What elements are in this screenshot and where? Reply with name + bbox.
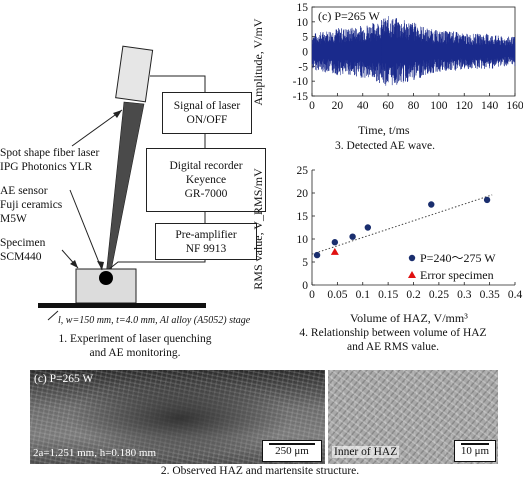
figure3-caption: 3. Detected AE wave. <box>335 140 435 152</box>
ae-sensor-label-line3: M5W <box>0 213 27 225</box>
legend-label-error: Error specimen <box>420 268 494 282</box>
figure4-caption-line2: and AE RMS value. <box>347 341 439 353</box>
stage-plate <box>38 303 206 308</box>
box-preamp-line2: NF 9913 <box>185 242 227 255</box>
laser-beam <box>105 101 145 277</box>
laser-head <box>115 45 154 103</box>
haz-panel-title: (c) P=265 W <box>34 373 94 385</box>
martensite-scale-label: 10 μm <box>460 445 490 457</box>
figure1-caption: 1. Experiment of laser quenching and AE … <box>10 332 260 360</box>
figure1-caption-line2: and AE monitoring. <box>89 347 181 359</box>
arrow-laser <box>71 109 123 147</box>
ae-sensor-label-line1: AE sensor <box>0 185 48 197</box>
ae-sensor <box>99 271 113 285</box>
haz-scale-label: 250 μm <box>275 445 309 457</box>
box-recorder-line2: Keyence <box>185 174 227 186</box>
haz-scale-bar: 250 μm <box>262 440 322 462</box>
box-signal-line1: Signal of laser <box>173 100 241 112</box>
scatter-ylabel: RMS value, V_RMS/mV <box>251 168 265 290</box>
scatter-xlabel: Volume of HAZ, V/mm³ <box>350 311 468 325</box>
legend-label-series1: P=240～275 W <box>420 251 496 265</box>
haz-scale-line <box>269 443 315 445</box>
haz-micrograph: (c) P=265 W 2a=1.251 mm, h=0.180 mm 250 … <box>30 370 325 464</box>
figure4-caption: 4. Relationship between volume of HAZ an… <box>268 326 518 354</box>
box-recorder-line3: GR-7000 <box>184 188 228 200</box>
stage-label: l, w=150 mm, t=4.0 mm, Al alloy (A5052) … <box>58 315 251 326</box>
specimen-label-line1: Specimen <box>0 237 46 249</box>
specimen-label-line2: SCM440 <box>0 251 42 263</box>
box-recorder: Digital recorder Keyence GR-7000 <box>146 148 266 212</box>
ae-wave-ylabel: Amplitude, V/mV <box>251 18 265 106</box>
arrow-sensor-head <box>97 261 104 270</box>
arrow-sensor <box>69 189 103 271</box>
ae-wave-xlabel: Time, t/ms <box>358 123 410 137</box>
arrow-stage <box>47 310 59 321</box>
box-signal: Signal of laser ON/OFF <box>162 92 252 134</box>
sensor-cable <box>107 258 206 271</box>
martensite-scale-bar: 10 μm <box>454 440 496 462</box>
box-recorder-line1: Digital recorder <box>169 160 243 172</box>
figure4-caption-line1: 4. Relationship between volume of HAZ <box>299 327 487 339</box>
ae-sensor-label-line2: Fuji ceramics <box>0 199 63 211</box>
martensite-label: Inner of HAZ <box>332 446 400 458</box>
haz-params: 2a=1.251 mm, h=0.180 mm <box>33 447 157 459</box>
arrow-specimen-head <box>70 260 78 268</box>
martensite-micrograph: Inner of HAZ 10 μm <box>328 370 498 464</box>
laser-label-line1: Spot shape fiber laser <box>0 147 100 159</box>
martensite-scale-line <box>461 443 489 445</box>
arrow-laser-head <box>113 110 122 118</box>
figure2-caption: 2. Observed HAZ and martensite structure… <box>160 465 360 477</box>
figure1-caption-line1: 1. Experiment of laser quenching <box>58 333 212 345</box>
box-preamp: Pre-amplifier NF 9913 <box>155 223 257 260</box>
box-signal-line2: ON/OFF <box>186 114 228 126</box>
box-preamp-line1: Pre-amplifier <box>175 228 237 241</box>
signal-cable <box>150 75 206 92</box>
ae-wave-panel-label: (c) P=265 W <box>318 9 380 23</box>
laser-label-line2: IPG Photonics YLR <box>0 161 93 173</box>
